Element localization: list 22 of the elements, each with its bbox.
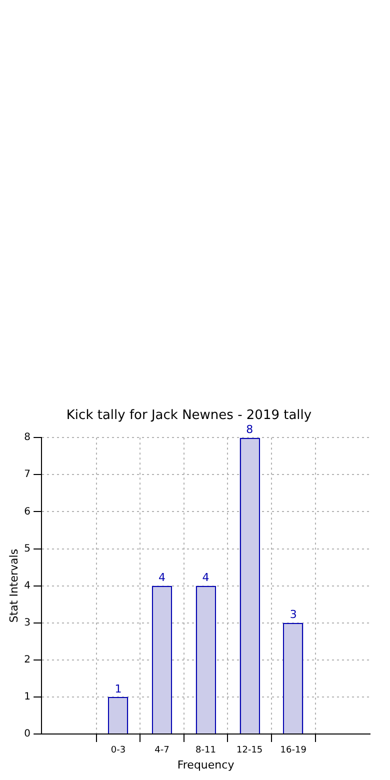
y-axis-title: Stat Intervals (7, 548, 20, 623)
y-tick-label: 4 (24, 580, 31, 592)
data-label: 8 (246, 422, 254, 436)
y-tick-label: 0 (24, 728, 31, 740)
data-label: 3 (290, 608, 297, 622)
x-tick-label: 4-7 (154, 746, 170, 756)
chart-title: Kick tally for Jack Newnes - 2019 tally (66, 408, 312, 424)
y-tick-label: 2 (24, 654, 31, 666)
x-tick-label: 8-11 (196, 746, 216, 756)
x-tick-label: 16-19 (280, 746, 307, 756)
y-tick-label: 6 (24, 506, 31, 518)
data-label: 1 (114, 682, 122, 696)
y-tick-label: 8 (24, 432, 31, 444)
data-label: 4 (202, 571, 210, 584)
y-tick-label: 3 (24, 617, 31, 628)
x-axis-title: Frequency (177, 758, 235, 772)
data-label: 4 (158, 571, 166, 584)
y-tick-label: 5 (24, 543, 31, 554)
y-tick-label: 1 (24, 692, 31, 703)
y-tick-label: 7 (24, 469, 31, 480)
x-tick-label: 0-3 (110, 746, 126, 756)
x-tick-label: 12-15 (236, 746, 263, 756)
